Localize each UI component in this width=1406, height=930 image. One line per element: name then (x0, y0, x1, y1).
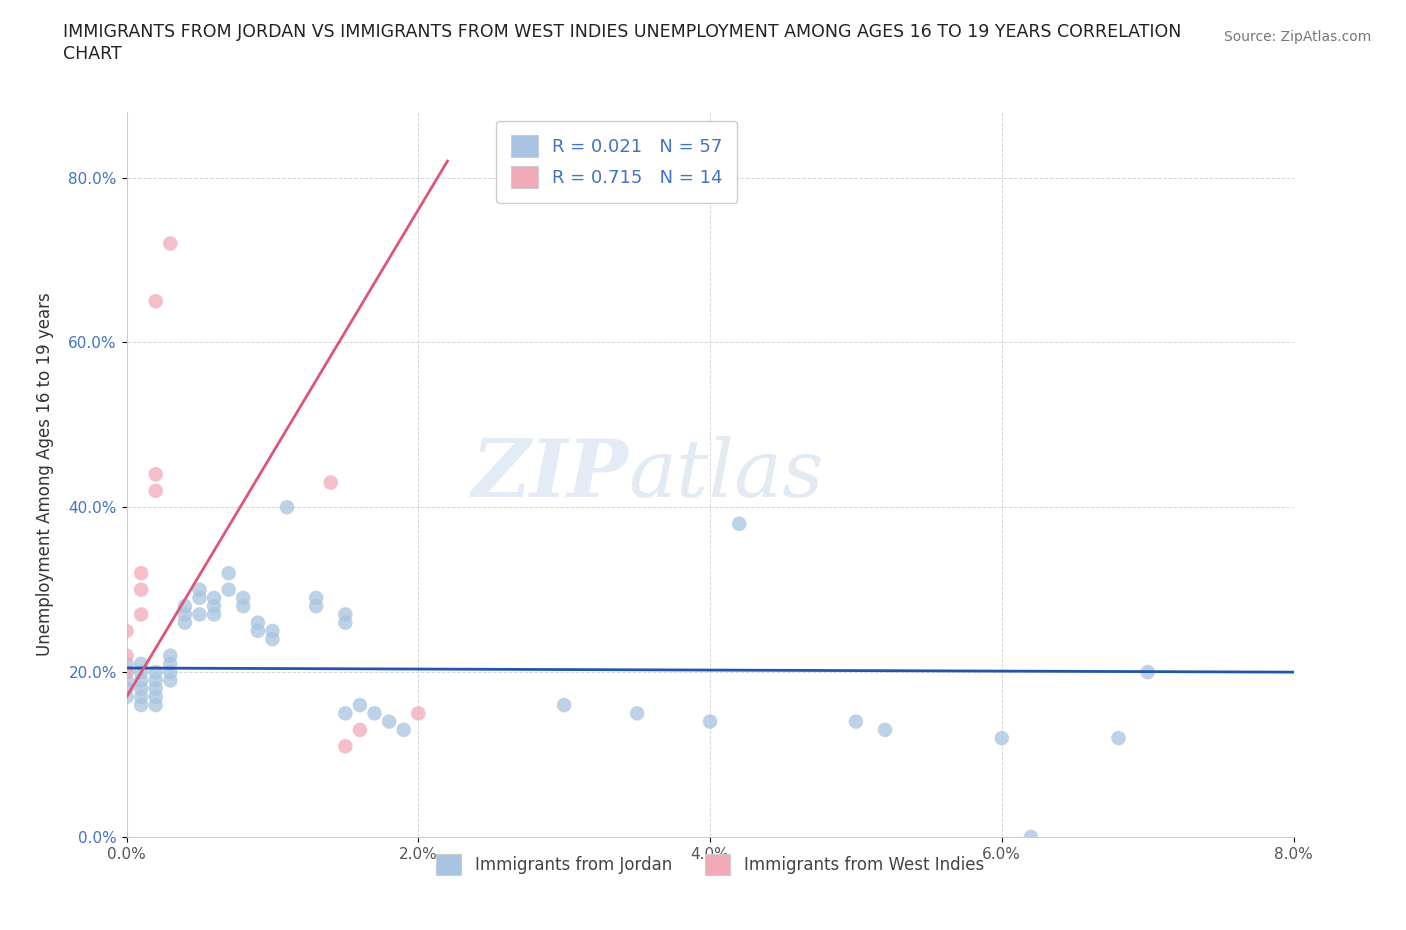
Point (129, 681, 152, 696)
Point (115, 689, 138, 704)
Point (159, 665, 181, 680)
Point (349, 698, 371, 712)
Point (378, 714, 401, 729)
Point (553, 698, 575, 712)
Point (232, 591, 254, 605)
Point (335, 607, 357, 622)
Point (335, 616, 357, 631)
Point (145, 681, 167, 696)
Point (129, 582, 152, 597)
Point (188, 582, 211, 597)
Point (129, 665, 152, 680)
Point (218, 565, 240, 580)
Point (159, 648, 181, 663)
Point (305, 599, 328, 614)
Point (174, 607, 197, 622)
Point (246, 623, 269, 638)
Point (145, 673, 167, 688)
Point (115, 657, 138, 671)
Y-axis label: Unemployment Among Ages 16 to 19 years: Unemployment Among Ages 16 to 19 years (37, 292, 55, 657)
Point (392, 723, 415, 737)
Point (335, 706, 357, 721)
Point (305, 591, 328, 605)
Point (363, 706, 385, 721)
Point (202, 607, 225, 622)
Point (115, 673, 138, 688)
Point (218, 582, 240, 597)
Text: atlas: atlas (628, 435, 824, 513)
Point (145, 294, 167, 309)
Point (129, 565, 152, 580)
Text: CHART: CHART (63, 45, 122, 62)
Text: ZIP: ZIP (471, 435, 628, 513)
Point (202, 599, 225, 614)
Point (159, 657, 181, 671)
Point (145, 698, 167, 712)
Point (335, 738, 357, 753)
Point (262, 623, 284, 638)
Point (990, 731, 1012, 746)
Point (408, 706, 430, 721)
Point (202, 591, 225, 605)
Point (349, 723, 371, 737)
Point (699, 714, 721, 729)
Point (188, 591, 211, 605)
Point (232, 599, 254, 614)
Point (145, 665, 167, 680)
Legend: Immigrants from Jordan, Immigrants from West Indies: Immigrants from Jordan, Immigrants from … (427, 846, 993, 884)
Point (1136, 665, 1159, 680)
Point (129, 657, 152, 671)
Point (159, 673, 181, 688)
Point (115, 623, 138, 638)
Point (115, 648, 138, 663)
Point (626, 706, 648, 721)
Point (115, 665, 138, 680)
Point (246, 616, 269, 631)
Point (115, 681, 138, 696)
Point (145, 484, 167, 498)
Point (174, 599, 197, 614)
Point (873, 723, 897, 737)
Point (129, 607, 152, 622)
Point (129, 689, 152, 704)
Point (145, 467, 167, 482)
Point (188, 607, 211, 622)
Point (129, 698, 152, 712)
Point (728, 516, 751, 531)
Text: IMMIGRANTS FROM JORDAN VS IMMIGRANTS FROM WEST INDIES UNEMPLOYMENT AMONG AGES 16: IMMIGRANTS FROM JORDAN VS IMMIGRANTS FRO… (63, 23, 1181, 41)
Point (1019, 830, 1042, 844)
Point (262, 631, 284, 646)
Point (129, 673, 152, 688)
Point (1108, 731, 1130, 746)
Text: Source: ZipAtlas.com: Source: ZipAtlas.com (1223, 30, 1371, 44)
Point (159, 236, 181, 251)
Point (319, 475, 342, 490)
Point (115, 665, 138, 680)
Point (174, 616, 197, 631)
Point (276, 499, 298, 514)
Point (845, 714, 868, 729)
Point (145, 689, 167, 704)
